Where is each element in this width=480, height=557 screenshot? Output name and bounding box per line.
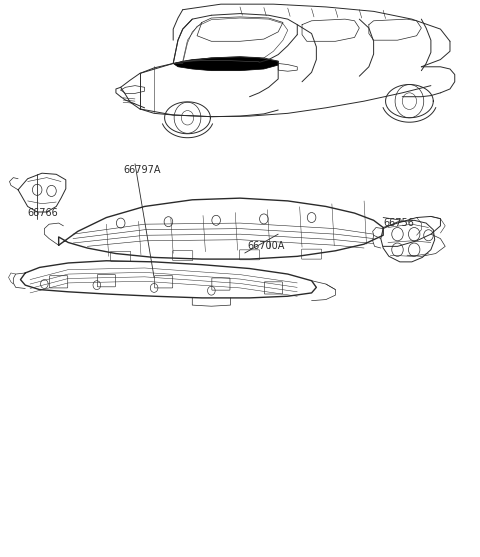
Text: 66766: 66766 <box>28 208 59 218</box>
Text: 66797A: 66797A <box>123 165 161 175</box>
Polygon shape <box>173 57 278 71</box>
Text: 66700A: 66700A <box>247 241 285 251</box>
Text: 66756: 66756 <box>383 218 414 228</box>
